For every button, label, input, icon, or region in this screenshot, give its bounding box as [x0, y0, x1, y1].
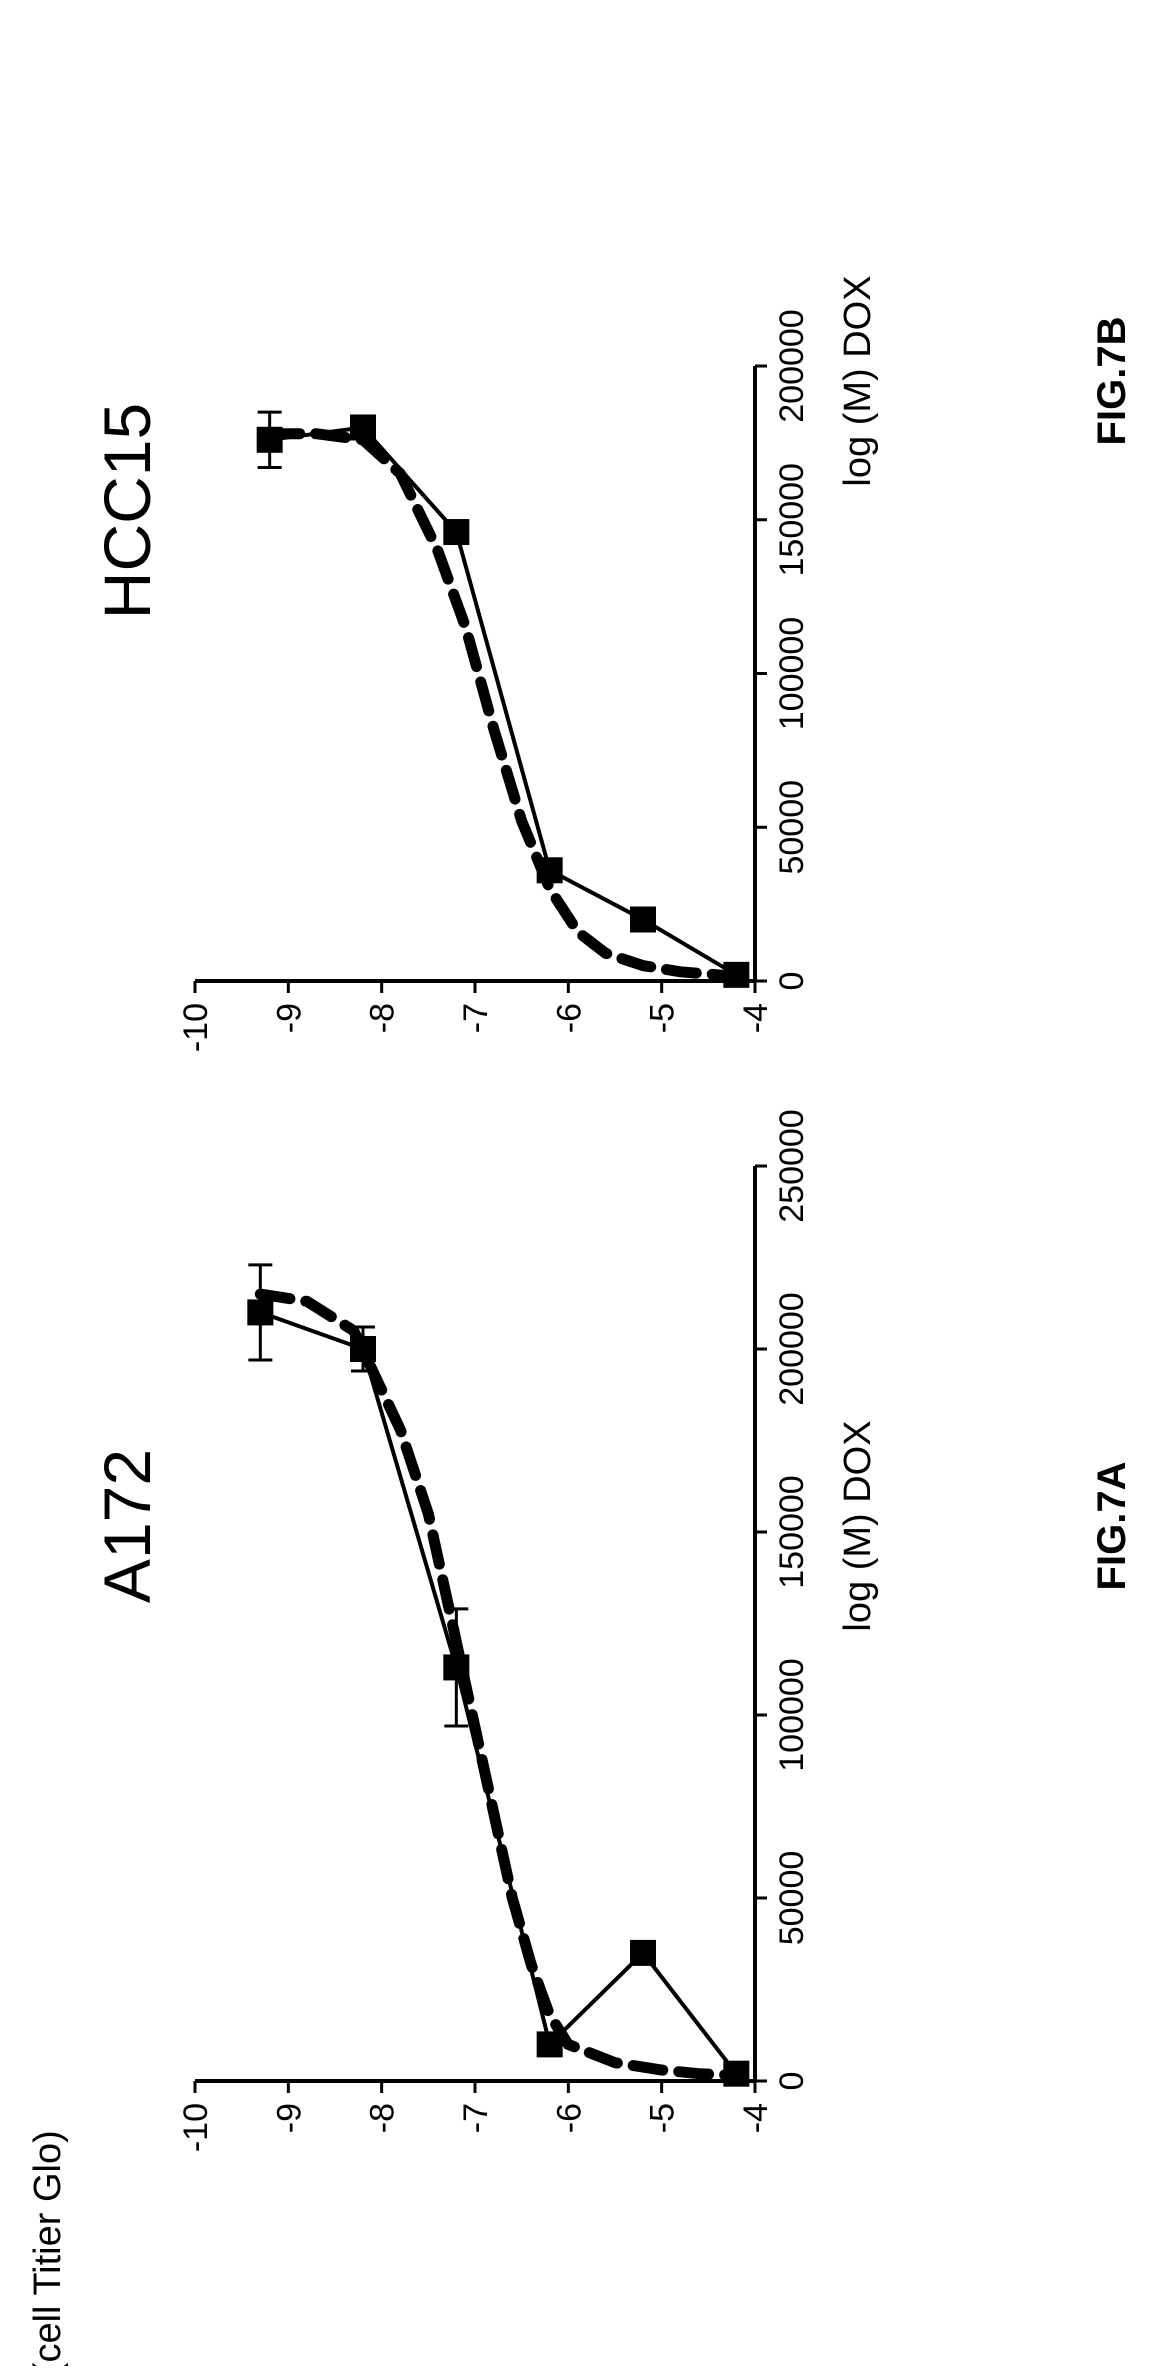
panel-a-data-line — [259, 1310, 738, 2075]
panel-a-dose-tick-label: -8 — [364, 2103, 402, 2133]
panel-a-plot: 0 50000 100000 150000 200000 250000 -10 -9 -8 -7 -… — [177, 1109, 811, 2152]
panel-b-data-point — [350, 414, 376, 441]
panel-a-title: A172 — [90, 1449, 164, 1603]
panel-a-dose-tick-label: -4 — [737, 2103, 775, 2133]
panel-b-dose-tick-label: -4 — [737, 1003, 775, 1033]
panel-a-x-axis-title: log (M) DOX — [837, 1420, 879, 1631]
panel-a-value-tick-label: 0 — [773, 2072, 811, 2091]
panel-b-data-point — [443, 519, 470, 546]
panel-b-dose-tick-label: -9 — [270, 1003, 308, 1033]
panel-a-dose-tick-label: -9 — [270, 2103, 308, 2133]
panel-b-value-tick-label: 0 — [773, 972, 811, 991]
panel-a-figure-label: FIG.7A — [1090, 1462, 1134, 1591]
panel-b-value-tick-label: 50000 — [773, 780, 811, 875]
panel-b-dose-tick-label: -8 — [364, 1003, 402, 1033]
panel-b-data-line — [269, 425, 738, 977]
panel-b-fit-curve — [264, 428, 742, 982]
panel-b-value-tick-label: 100000 — [773, 617, 811, 730]
panel-a-dose-tick-label: -6 — [550, 2103, 588, 2133]
panel-b-dose-tick-label: -5 — [644, 1003, 682, 1033]
panel-a-value-tick-label: 200000 — [773, 1292, 811, 1405]
panel-b-x-axis-title: log (M) DOX — [837, 275, 879, 486]
panel-a-data-point — [536, 2031, 563, 2058]
panel-a-dose-tick-label: -5 — [644, 2103, 682, 2133]
panel-b-dose-tick-label: -7 — [457, 1003, 495, 1033]
panel-b-value-tick-label: 150000 — [773, 463, 811, 576]
panel-a-fit-curve — [254, 1288, 742, 2081]
panel-a-data-point — [630, 1939, 656, 1966]
panel-a-value-tick-label: 100000 — [773, 1658, 811, 1771]
panel-b-dose-tick-label: -10 — [177, 1003, 215, 1052]
panel-a-value-tick-label: 150000 — [773, 1475, 811, 1588]
panel-a-value-tick-label: 250000 — [773, 1109, 811, 1222]
panel-b-title: HCC15 — [90, 403, 164, 619]
panel-a-dose-tick-label: -7 — [457, 2103, 495, 2133]
panel-a-dose-tick-label: -10 — [177, 2103, 215, 2152]
panel-a-value-tick-label: 50000 — [773, 1851, 811, 1946]
panel-b-plot: 0 50000 100000 150000 200000 -10 -9 -8 -7 -6 -5 -4 — [177, 309, 811, 1052]
panel-a-data-point — [247, 1299, 274, 1326]
panel-b-data-point — [630, 906, 656, 933]
panel-a172: 0 50000 100000 150000 200000 250000 -10 -9 -8 -7 -… — [27, 1109, 1134, 2371]
panel-a-y-axis-title: RLU (cell Titier Glo) — [27, 2130, 69, 2366]
panel-b-value-tick-label: 200000 — [773, 309, 811, 422]
panel-b-figure-label: FIG.7B — [1090, 317, 1134, 446]
panel-b-dose-tick-label: -6 — [550, 1003, 588, 1033]
